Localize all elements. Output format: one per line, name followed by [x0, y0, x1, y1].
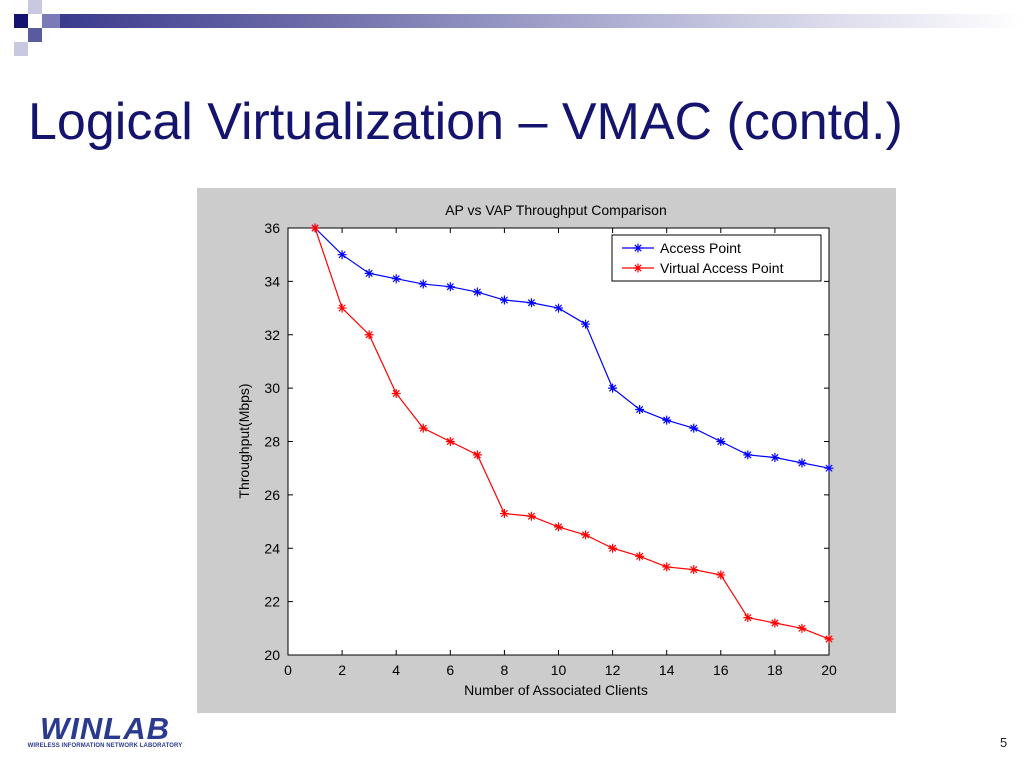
- winlab-logo: WINLAB WIRELESS INFORMATION NETWORK LABO…: [22, 713, 188, 753]
- data-point: [633, 263, 643, 273]
- data-point: [472, 450, 482, 460]
- y-tick-label: 20: [264, 647, 280, 663]
- x-tick-label: 0: [284, 662, 292, 678]
- logo-subtitle: WIRELESS INFORMATION NETWORK LABORATORY: [27, 743, 183, 749]
- y-tick-label: 36: [264, 220, 280, 236]
- data-point: [716, 437, 726, 446]
- y-tick-label: 34: [264, 273, 280, 289]
- data-point: [472, 287, 482, 297]
- data-point: [824, 463, 834, 473]
- data-point: [499, 509, 509, 519]
- slide-decoration: [0, 0, 80, 65]
- data-point: [445, 282, 455, 292]
- chart-legend: Access Point Virtual Access Point: [611, 234, 822, 282]
- y-tick-label: 24: [264, 540, 280, 556]
- data-point: [743, 450, 753, 460]
- data-point: [526, 511, 536, 521]
- x-tick-label: 12: [605, 662, 621, 678]
- data-point: [337, 250, 347, 260]
- chart-panel: AP vs VAP Throughput Comparison 0 2 4 6 8 10 1…: [197, 188, 896, 713]
- data-point: [364, 268, 374, 278]
- x-tick-label: 8: [501, 662, 509, 678]
- data-point: [418, 423, 428, 433]
- legend-label: Access Point: [660, 240, 741, 256]
- data-point: [310, 223, 320, 233]
- slide-title: Logical Virtualization – VMAC (contd.): [28, 93, 903, 151]
- chart-title: AP vs VAP Throughput Comparison: [445, 202, 667, 218]
- data-point: [581, 319, 591, 329]
- data-point: [716, 570, 726, 580]
- data-point: [662, 562, 672, 572]
- x-tick-label: 10: [551, 662, 567, 678]
- data-point: [499, 295, 509, 305]
- data-point: [635, 551, 645, 561]
- corner-squares-decoration: [14, 0, 60, 56]
- x-tick-label: 18: [767, 662, 783, 678]
- data-point: [391, 388, 401, 398]
- legend-box: [611, 234, 822, 282]
- y-tick-label: 28: [264, 434, 280, 450]
- y-tick-label: 26: [264, 487, 280, 503]
- x-tick-label: 2: [338, 662, 346, 678]
- legend-entry: Access Point: [622, 240, 741, 256]
- data-point: [770, 453, 780, 463]
- data-point: [824, 634, 834, 644]
- plot-area: [287, 227, 830, 656]
- top-gradient-band: [60, 14, 1024, 28]
- data-point: [554, 522, 563, 532]
- series-layer: [310, 223, 834, 644]
- data-point: [526, 298, 536, 308]
- data-point: [581, 530, 591, 540]
- line-chart: AP vs VAP Throughput Comparison 0 2 4 6 8 10 1…: [236, 202, 837, 698]
- data-point: [445, 437, 455, 446]
- logo-wordmark: WINLAB: [40, 711, 170, 746]
- data-point: [662, 415, 672, 425]
- page-number: 5: [1000, 735, 1008, 750]
- data-point: [633, 243, 643, 253]
- series-virtual-access-point: [310, 223, 834, 644]
- data-point: [689, 423, 699, 433]
- x-tick-label: 20: [821, 662, 837, 678]
- data-point: [364, 330, 374, 340]
- data-point: [689, 565, 699, 575]
- data-point: [337, 303, 347, 313]
- data-point: [391, 274, 401, 284]
- data-point: [418, 279, 428, 289]
- y-tick-label: 32: [264, 327, 280, 343]
- y-axis-label: Throughput(Mbps): [236, 383, 252, 498]
- series-line: [314, 227, 830, 640]
- series-line: [314, 227, 830, 469]
- x-tick-label: 14: [659, 662, 675, 678]
- x-axis-label: Number of Associated Clients: [464, 682, 648, 698]
- y-tick-label: 30: [264, 380, 280, 396]
- x-tick-label: 6: [446, 662, 454, 678]
- x-tick-label: 16: [713, 662, 729, 678]
- data-point: [554, 303, 563, 313]
- data-point: [608, 543, 618, 553]
- legend-label: Virtual Access Point: [660, 260, 784, 276]
- x-tick-label: 4: [392, 662, 400, 678]
- legend-entry: Virtual Access Point: [622, 260, 784, 276]
- data-point: [635, 404, 645, 414]
- y-tick-label: 22: [264, 594, 280, 610]
- data-point: [797, 458, 807, 468]
- data-point: [770, 618, 780, 628]
- data-point: [608, 383, 618, 393]
- data-point: [797, 623, 807, 633]
- data-point: [743, 613, 753, 623]
